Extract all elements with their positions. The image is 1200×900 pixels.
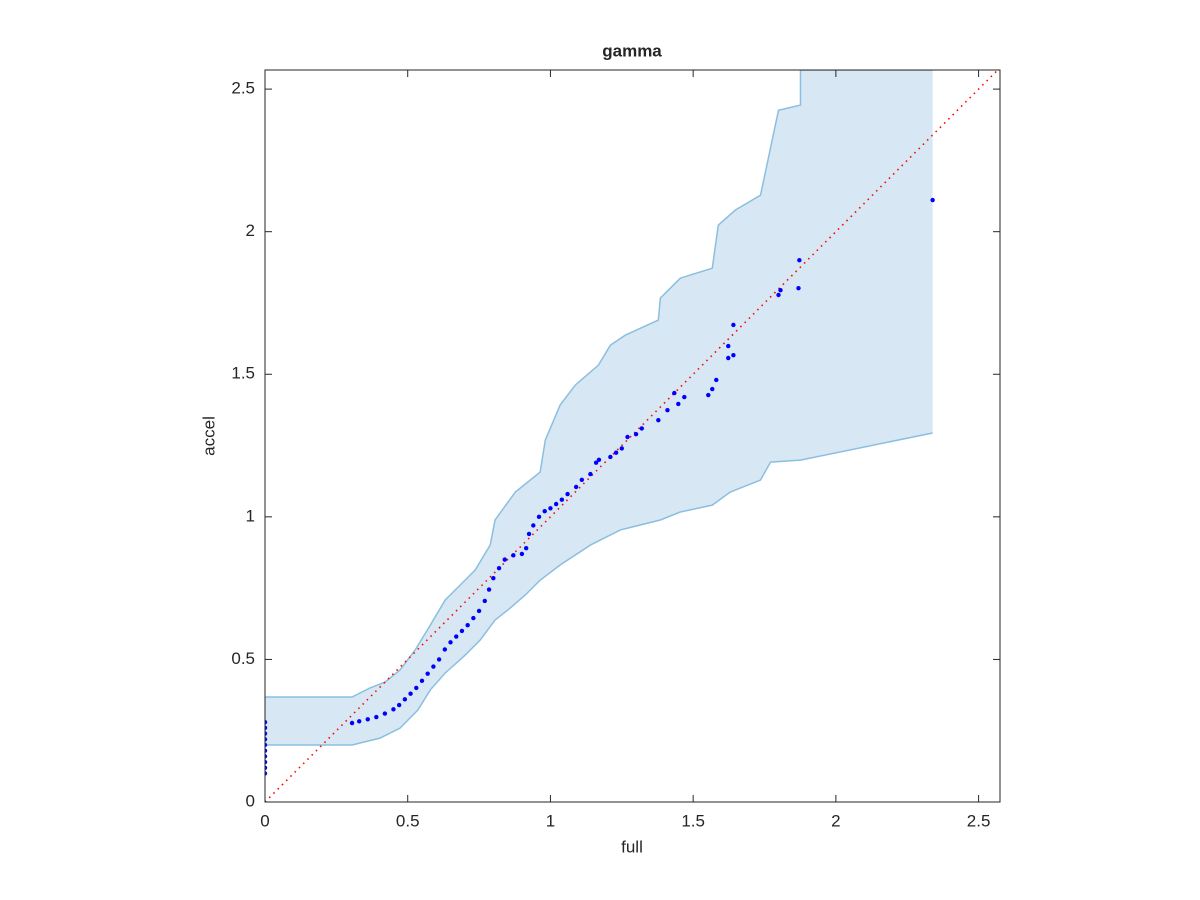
data-point <box>448 640 453 645</box>
axes-box <box>264 69 1001 803</box>
data-point <box>776 292 781 298</box>
data-point <box>265 748 268 753</box>
y-tick-label: 0 <box>246 791 255 810</box>
y-tick-label: 1.5 <box>231 364 255 383</box>
data-point <box>265 765 268 770</box>
data-point <box>559 497 565 502</box>
data-point <box>639 426 644 431</box>
data-point <box>425 671 430 676</box>
band-area <box>265 70 933 745</box>
data-point <box>593 460 599 465</box>
data-point <box>726 355 731 361</box>
data-point <box>465 623 470 628</box>
data-point <box>391 707 396 712</box>
data-point <box>523 546 529 551</box>
data-point <box>672 390 677 396</box>
y-tick-label: 2.5 <box>231 79 255 98</box>
data-point <box>665 407 670 413</box>
data-point <box>356 719 362 724</box>
data-point <box>613 450 619 455</box>
data-point <box>436 657 442 662</box>
y-tick-label: 0.5 <box>231 649 255 668</box>
data-point <box>459 628 465 634</box>
data-point <box>548 506 553 511</box>
band-lower-edge <box>265 432 933 746</box>
data-point <box>496 565 502 571</box>
data-point <box>633 431 639 437</box>
x-tick-label: 1.5 <box>681 811 705 830</box>
data-point <box>625 434 630 440</box>
data-point <box>731 322 736 328</box>
y-axis-label: accel <box>199 416 218 456</box>
data-point <box>491 575 496 581</box>
data-point <box>710 386 715 392</box>
data-point <box>414 685 419 691</box>
data-point <box>265 737 268 742</box>
data-point <box>265 719 268 725</box>
data-point <box>419 678 425 684</box>
data-point <box>706 392 711 398</box>
data-point <box>382 711 388 716</box>
data-point <box>588 471 593 477</box>
data-point <box>553 501 559 507</box>
data-point <box>714 377 719 383</box>
plot-area <box>265 70 999 802</box>
data-point <box>930 197 935 203</box>
data-point <box>471 615 476 621</box>
data-point <box>565 491 570 497</box>
data-point <box>454 634 459 639</box>
data-point <box>619 446 624 451</box>
data-point <box>349 720 355 726</box>
x-tick-label: 2 <box>831 811 840 830</box>
data-point <box>511 553 516 558</box>
x-tick-label: 2.5 <box>967 811 991 830</box>
data-point <box>731 352 736 358</box>
chart-title: gamma <box>602 41 662 60</box>
data-point <box>396 702 402 708</box>
data-point <box>265 759 268 765</box>
data-point <box>797 258 802 263</box>
data-point <box>265 725 268 731</box>
data-point <box>608 454 613 460</box>
data-point <box>265 771 268 776</box>
data-point <box>408 691 413 696</box>
data-point <box>778 287 783 293</box>
data-point <box>656 417 661 423</box>
x-tick-label: 0 <box>260 811 269 830</box>
data-point <box>579 477 585 482</box>
data-point <box>682 394 687 400</box>
x-tick-label: 0.5 <box>396 811 420 830</box>
data-point <box>482 598 487 604</box>
band-upper-edge <box>265 70 933 698</box>
data-point <box>676 401 681 407</box>
data-point <box>431 664 436 669</box>
data-point <box>374 714 379 720</box>
data-point <box>519 551 525 557</box>
data-point <box>442 647 448 652</box>
y-tick-label: 2 <box>246 221 255 240</box>
data-point <box>365 717 370 722</box>
data-point <box>402 697 408 702</box>
data-point <box>265 754 268 759</box>
y-tick-label: 1 <box>246 506 255 525</box>
data-point <box>573 484 579 490</box>
data-point <box>265 742 268 748</box>
x-tick-label: 1 <box>546 811 555 830</box>
data-point <box>265 731 268 736</box>
data-point <box>502 557 507 562</box>
data-point <box>526 531 532 537</box>
data-point <box>536 514 542 520</box>
data-point <box>476 608 482 614</box>
data-point <box>531 523 536 528</box>
data-point <box>542 508 547 514</box>
x-axis-label: full <box>621 837 643 856</box>
data-point <box>486 587 492 592</box>
data-point <box>596 457 602 463</box>
data-point <box>726 343 731 349</box>
data-point <box>796 285 801 291</box>
